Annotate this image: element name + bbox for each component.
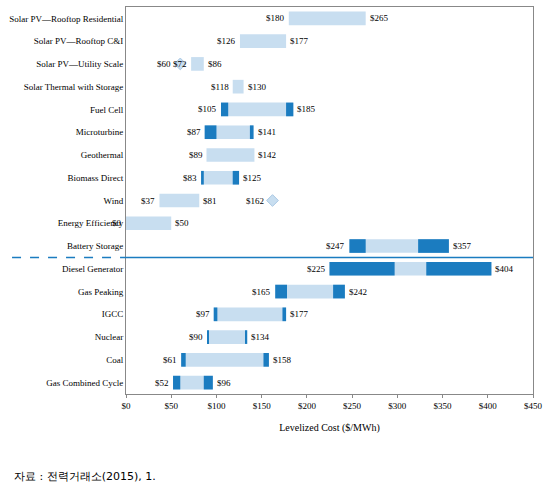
svg-text:$97: $97 — [196, 309, 210, 319]
svg-text:$185: $185 — [297, 104, 316, 114]
svg-text:$165: $165 — [252, 287, 271, 297]
svg-text:$126: $126 — [217, 36, 236, 46]
svg-text:$350: $350 — [434, 401, 453, 411]
svg-text:자료 : 전력거래소(2015), 1.: 자료 : 전력거래소(2015), 1. — [14, 470, 156, 483]
svg-text:$0: $0 — [122, 401, 132, 411]
svg-text:Solar PV—Rooftop C&I: Solar PV—Rooftop C&I — [34, 36, 124, 46]
svg-text:$52: $52 — [155, 378, 169, 388]
svg-text:$141: $141 — [258, 127, 276, 137]
svg-text:$400: $400 — [479, 401, 498, 411]
svg-text:$86: $86 — [208, 59, 222, 69]
svg-text:$60: $60 — [157, 59, 171, 69]
svg-text:$50: $50 — [164, 401, 178, 411]
svg-text:$158: $158 — [273, 355, 292, 365]
svg-text:Solar PV—Rooftop Residential: Solar PV—Rooftop Residential — [9, 14, 123, 24]
svg-text:$247: $247 — [326, 241, 345, 251]
svg-text:Gas Combined Cycle: Gas Combined Cycle — [46, 378, 123, 388]
svg-text:$0: $0 — [112, 218, 122, 228]
svg-text:Solar Thermal with Storage: Solar Thermal with Storage — [24, 82, 124, 92]
svg-text:$125: $125 — [243, 173, 262, 183]
svg-text:Microturbine: Microturbine — [76, 127, 124, 137]
svg-text:Fuel Cell: Fuel Cell — [90, 105, 124, 115]
svg-text:$250: $250 — [343, 401, 362, 411]
svg-text:$105: $105 — [198, 104, 217, 114]
svg-text:$177: $177 — [290, 36, 309, 46]
svg-text:Gas Peaking: Gas Peaking — [78, 287, 124, 297]
svg-text:Nuclear: Nuclear — [95, 332, 123, 342]
svg-text:$37: $37 — [141, 196, 155, 206]
svg-text:$61: $61 — [163, 355, 177, 365]
svg-text:$89: $89 — [189, 150, 203, 160]
svg-text:IGCC: IGCC — [102, 309, 124, 319]
svg-text:$162: $162 — [246, 196, 264, 206]
svg-text:$130: $130 — [248, 82, 267, 92]
svg-text:$150: $150 — [253, 401, 272, 411]
svg-text:Biomass Direct: Biomass Direct — [67, 173, 123, 183]
svg-text:$177: $177 — [290, 309, 309, 319]
svg-text:$180: $180 — [266, 13, 285, 23]
svg-text:$50: $50 — [175, 218, 189, 228]
svg-text:$225: $225 — [307, 264, 326, 274]
svg-text:Diesel Generator: Diesel Generator — [62, 264, 123, 274]
svg-text:$87: $87 — [187, 127, 201, 137]
svg-text:Battery Storage: Battery Storage — [67, 241, 123, 251]
svg-text:$300: $300 — [388, 401, 407, 411]
svg-text:$96: $96 — [217, 378, 231, 388]
svg-text:$200: $200 — [298, 401, 317, 411]
svg-text:$134: $134 — [251, 332, 270, 342]
svg-text:$100: $100 — [207, 401, 226, 411]
svg-text:$81: $81 — [203, 196, 217, 206]
svg-text:$265: $265 — [370, 13, 389, 23]
svg-text:Geothermal: Geothermal — [81, 150, 124, 160]
svg-text:$357: $357 — [453, 241, 472, 251]
svg-text:$83: $83 — [183, 173, 197, 183]
svg-text:$90: $90 — [189, 332, 203, 342]
svg-text:$450: $450 — [524, 401, 543, 411]
svg-text:$404: $404 — [495, 264, 514, 274]
svg-text:Wind: Wind — [104, 196, 124, 206]
svg-text:Coal: Coal — [106, 355, 123, 365]
svg-text:Solar PV—Utility Scale: Solar PV—Utility Scale — [36, 59, 123, 69]
svg-text:Levelized Cost ($/MWh): Levelized Cost ($/MWh) — [279, 422, 380, 434]
svg-text:$242: $242 — [349, 287, 367, 297]
svg-text:$142: $142 — [258, 150, 276, 160]
svg-text:Energy Efficiency: Energy Efficiency — [58, 218, 124, 228]
svg-text:$72: $72 — [173, 59, 187, 69]
svg-text:$118: $118 — [211, 82, 229, 92]
